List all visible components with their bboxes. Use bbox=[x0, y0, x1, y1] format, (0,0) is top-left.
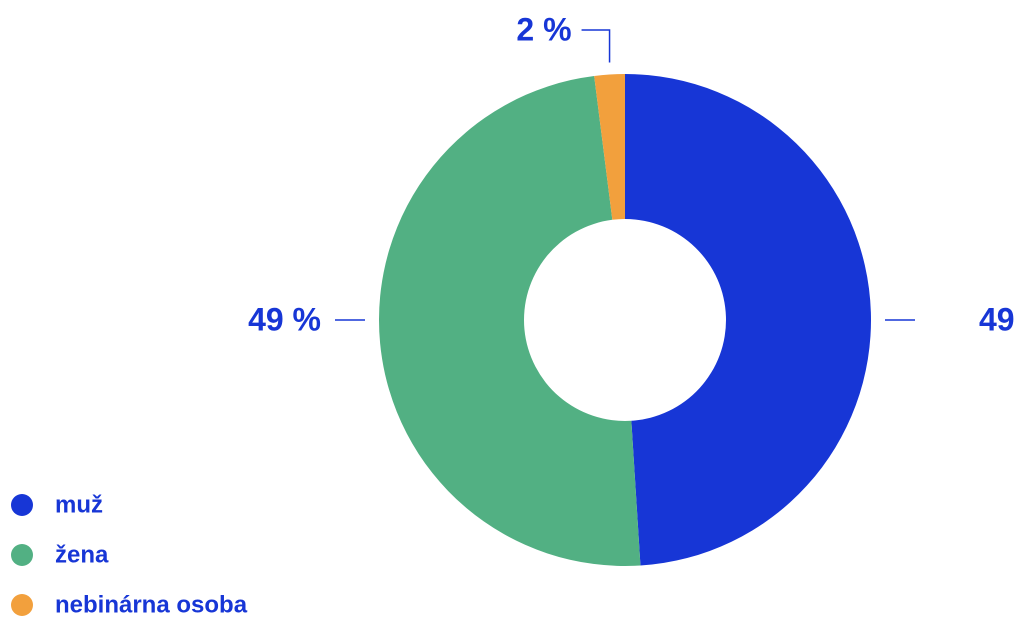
donut-slice bbox=[378, 75, 641, 567]
legend-label: žena bbox=[55, 541, 109, 568]
value-label: 49 % bbox=[979, 301, 1024, 337]
legend-marker bbox=[11, 494, 33, 516]
donut-slice bbox=[625, 74, 872, 566]
leader-line bbox=[581, 29, 611, 63]
legend-marker bbox=[11, 594, 33, 616]
value-label: 49 % bbox=[248, 301, 321, 337]
donut-slice bbox=[594, 74, 625, 220]
value-label: 2 % bbox=[516, 11, 571, 47]
legend-label: nebinárna osoba bbox=[55, 591, 248, 618]
legend-label: muž bbox=[55, 491, 103, 518]
legend-marker bbox=[11, 544, 33, 566]
